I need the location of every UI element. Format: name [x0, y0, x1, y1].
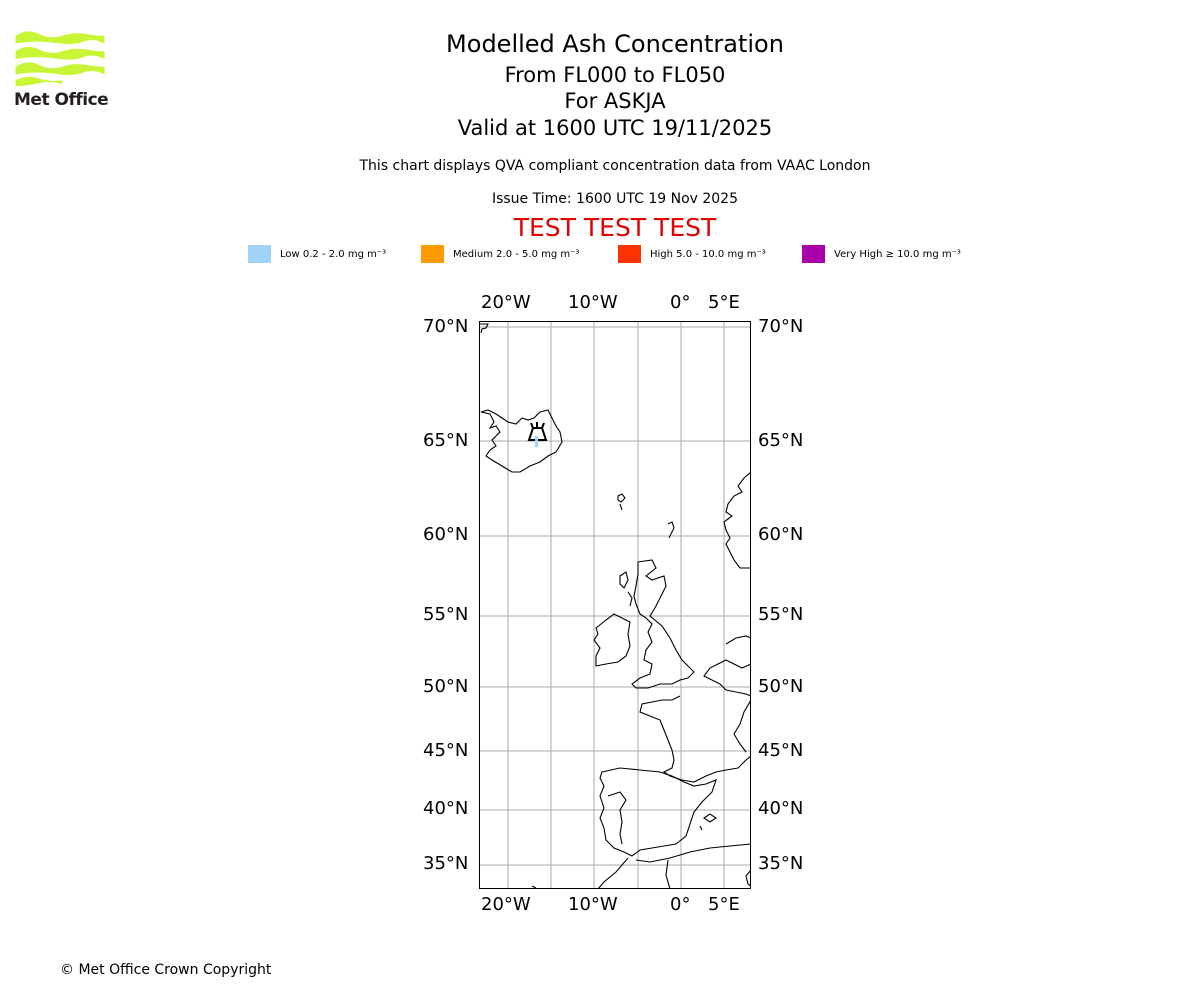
- lat-label-left-60n: 60°N: [423, 524, 469, 545]
- legend-swatch-high: [618, 245, 641, 263]
- map-gridlines: [479, 321, 751, 889]
- flight-level-range: From FL000 to FL050: [504, 63, 726, 87]
- legend-item-high: High 5.0 - 10.0 mg m⁻³: [618, 245, 766, 263]
- issue-time: Issue Time: 1600 UTC 19 Nov 2025: [491, 191, 739, 207]
- lon-label-bottom-10w: 10°W: [568, 894, 618, 915]
- lat-label-left-50n: 50°N: [423, 676, 469, 697]
- legend-swatch-medium: [421, 245, 444, 263]
- lat-label-right-70n: 70°N: [758, 316, 804, 337]
- valid-time: Valid at 1600 UTC 19/11/2025: [457, 116, 773, 140]
- legend-item-medium: Medium 2.0 - 5.0 mg m⁻³: [421, 245, 579, 263]
- volcano-name: For ASKJA: [564, 89, 666, 113]
- lat-label-right-35n: 35°N: [758, 853, 804, 874]
- ash-map: [479, 321, 751, 889]
- volcano-icon: [527, 422, 548, 441]
- lat-label-right-50n: 50°N: [758, 676, 804, 697]
- lon-label-top-5e: 5°E: [708, 292, 740, 313]
- lat-label-right-40n: 40°N: [758, 798, 804, 819]
- lat-label-left-70n: 70°N: [423, 316, 469, 337]
- legend-label-low: Low 0.2 - 2.0 mg m⁻³: [280, 248, 387, 260]
- lat-label-left-40n: 40°N: [423, 798, 469, 819]
- legend-label-very-high: Very High ≥ 10.0 mg m⁻³: [834, 248, 961, 260]
- lat-label-right-55n: 55°N: [758, 604, 804, 625]
- lat-label-left-35n: 35°N: [423, 853, 469, 874]
- legend-swatch-very-high: [802, 245, 825, 263]
- lon-label-bottom-20w: 20°W: [481, 894, 531, 915]
- legend-label-medium: Medium 2.0 - 5.0 mg m⁻³: [453, 248, 580, 260]
- test-banner: TEST TEST TEST: [513, 213, 717, 242]
- lat-label-right-45n: 45°N: [758, 740, 804, 761]
- lat-label-left-65n: 65°N: [423, 430, 469, 451]
- logo-text: Met Office: [14, 90, 109, 110]
- lat-label-right-65n: 65°N: [758, 430, 804, 451]
- chart-description: This chart displays QVA compliant concen…: [359, 158, 871, 174]
- copyright-notice: © Met Office Crown Copyright: [60, 962, 272, 978]
- lon-label-top-20w: 20°W: [481, 292, 531, 313]
- lon-label-bottom-0: 0°: [670, 894, 691, 915]
- lat-label-left-45n: 45°N: [423, 740, 469, 761]
- lon-label-top-0: 0°: [670, 292, 691, 313]
- lon-label-top-10w: 10°W: [568, 292, 618, 313]
- lat-label-right-60n: 60°N: [758, 524, 804, 545]
- chart-title: Modelled Ash Concentration: [446, 30, 784, 58]
- coastlines: [479, 323, 751, 889]
- lat-label-left-55n: 55°N: [423, 604, 469, 625]
- lon-label-bottom-5e: 5°E: [708, 894, 740, 915]
- ash-plume-low: [535, 436, 538, 447]
- met-office-logo: [15, 31, 105, 87]
- legend-item-low: Low 0.2 - 2.0 mg m⁻³: [248, 245, 386, 263]
- legend-label-high: High 5.0 - 10.0 mg m⁻³: [650, 248, 766, 260]
- legend-item-very-high: Very High ≥ 10.0 mg m⁻³: [802, 245, 961, 263]
- legend-swatch-low: [248, 245, 271, 263]
